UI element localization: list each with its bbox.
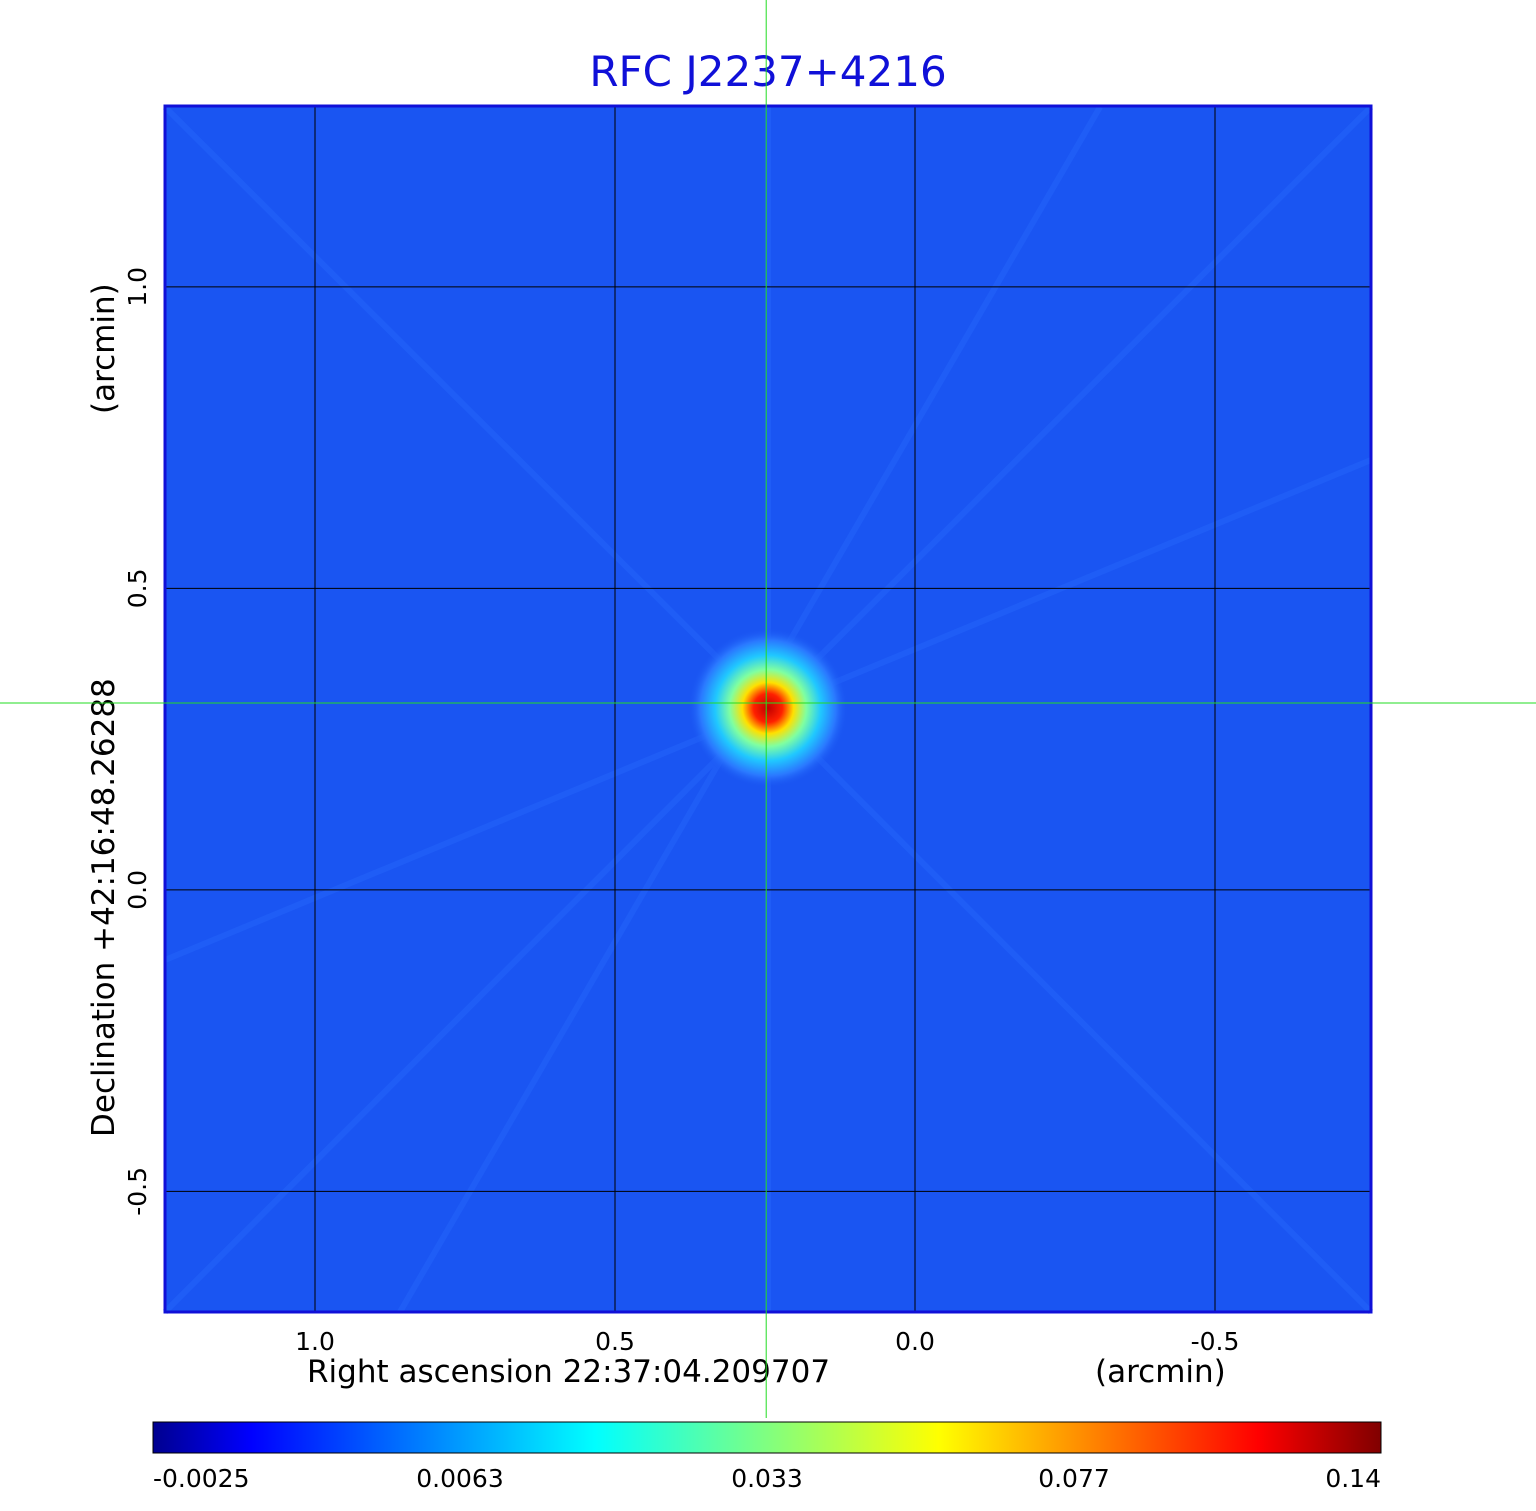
colorbar (152, 1421, 1382, 1454)
y-tick-labels: 1.0 0.5 0.0 -0.5 (123, 267, 152, 1216)
x-tick-labels: 1.0 0.5 0.0 -0.5 (295, 1327, 1239, 1356)
y-axis-unit: (arcmin) (86, 283, 122, 414)
y-tick-label: 0.0 (123, 870, 152, 910)
x-tick-label: 1.0 (295, 1327, 335, 1356)
grid (165, 106, 1371, 1312)
colorbar-tick-labels: -0.0025 0.0063 0.033 0.077 0.14 (153, 1464, 1381, 1493)
source-emission (688, 628, 848, 788)
y-tick-label: -0.5 (123, 1167, 152, 1216)
x-tick-label: 0.5 (595, 1327, 635, 1356)
y-tick-label: 1.0 (123, 267, 152, 307)
colorbar-tick-label: 0.077 (1038, 1464, 1110, 1493)
x-axis-unit: (arcmin) (1095, 1354, 1226, 1390)
y-tick-label: 0.5 (123, 569, 152, 609)
colorbar-tick-label: 0.033 (731, 1464, 803, 1493)
crosshair (0, 0, 1536, 1418)
colorbar-tick-label: 0.14 (1325, 1464, 1381, 1493)
colorbar-tick-label: 0.0063 (416, 1464, 503, 1493)
y-axis-label: Declination +42:16:48.26288 (86, 678, 122, 1137)
x-tick-label: -0.5 (1191, 1327, 1240, 1356)
chart-title: RFC J2237+4216 (589, 47, 946, 96)
x-tick-label: 0.0 (895, 1327, 935, 1356)
x-axis-label: Right ascension 22:37:04.209707 (307, 1354, 830, 1390)
plot-frame (163, 104, 1373, 1314)
colorbar-tick-label: -0.0025 (153, 1464, 250, 1493)
